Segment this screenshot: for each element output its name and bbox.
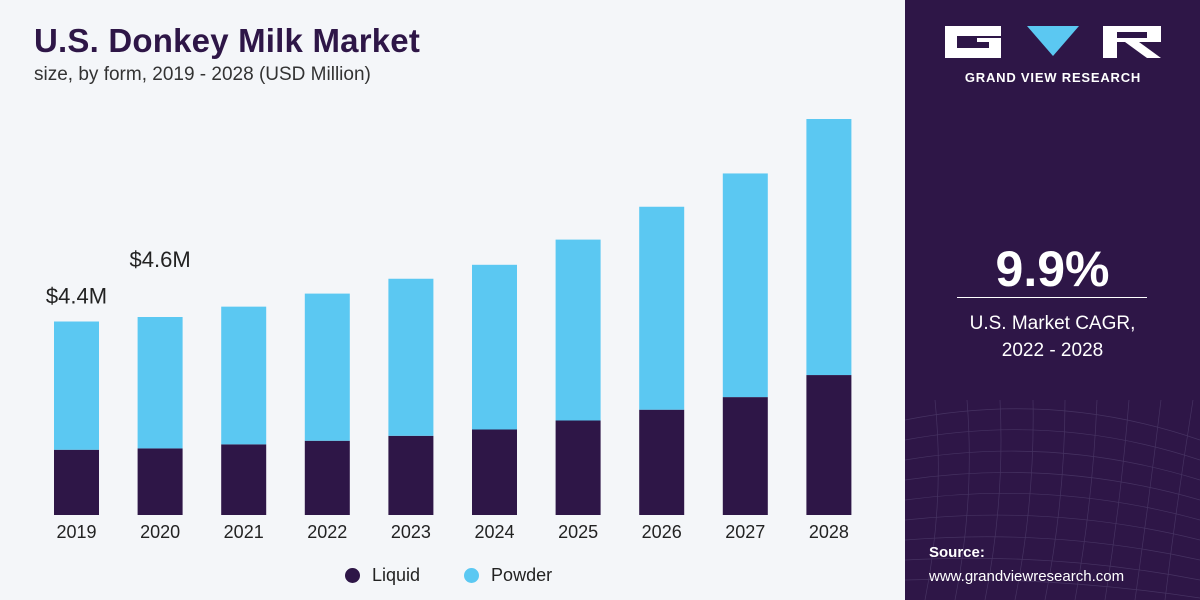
cagr-label-line1: U.S. Market CAGR, [969,313,1136,334]
cagr-value: 9.9% [995,241,1110,297]
x-tick-label-2027: 2027 [725,522,765,542]
x-tick-label-2026: 2026 [642,522,682,542]
chart-panel: U.S. Donkey Milk Market size, by form, 2… [0,0,905,600]
bar-liquid-2025 [555,420,601,515]
bar-liquid-2021 [221,444,267,515]
bar-powder-2020 [137,317,183,449]
x-tick-label-2028: 2028 [809,522,849,542]
legend-item-liquid: Liquid [345,565,420,586]
bar-powder-2023 [388,278,434,436]
bar-powder-2025 [555,239,601,421]
bar-liquid-2028 [806,375,852,515]
bar-liquid-2024 [472,429,517,515]
legend-label-powder: Powder [491,565,553,585]
logo-mark-icon [945,26,1161,58]
x-tick-label-2022: 2022 [307,522,347,542]
legend-label-liquid: Liquid [372,565,421,585]
bar-powder-2026 [639,206,685,410]
decorative-grid-background [905,399,1200,600]
legend-item-powder: Powder [464,565,552,586]
chart-legend: Liquid Powder [345,565,596,586]
cagr-label-line2: 2022 - 2028 [1001,340,1104,361]
bar-liquid-2022 [304,440,350,515]
bar-powder-2021 [221,306,267,445]
logo-text: GRAND VIEW RESEARCH [964,70,1142,85]
data-label-2019: $4.4M [46,284,107,309]
stacked-bar-chart: 2019 2020 2021 2022 2023 2024 2025 2026 2027 2028… [46,119,852,542]
bar-powder-2027 [722,173,768,398]
x-tick-label-2019: 2019 [56,522,96,542]
bar-liquid-2027 [722,397,768,515]
cagr-label: U.S. Market CAGR, 2022 - 2028 [905,310,1200,364]
bar-liquid-2023 [388,435,434,515]
bar-powder-2024 [472,264,517,430]
x-tick-label-2023: 2023 [391,522,431,542]
legend-swatch-liquid [345,568,360,583]
bar-liquid-2026 [639,409,685,515]
sidebar-panel: GRAND VIEW RESEARCH 9.9% U.S. Market CAG… [905,0,1200,600]
bar-liquid-2019 [54,449,99,515]
bar-liquid-2020 [137,448,183,515]
source-title: Source: [929,544,985,561]
x-tick-label-2021: 2021 [224,522,264,542]
bar-powder-2028 [806,119,852,376]
cagr-divider [957,297,1147,298]
bar-powder-2022 [304,293,350,441]
x-tick-label-2020: 2020 [140,522,180,542]
logo: GRAND VIEW RESEARCH [943,22,1163,85]
source-link[interactable]: www.grandviewresearch.com [929,568,1125,585]
legend-swatch-powder [464,568,480,583]
bar-powder-2019 [54,321,99,450]
chart-subtitle: size, by form, 2019 - 2028 (USD Million) [34,64,371,85]
x-tick-label-2025: 2025 [558,522,598,542]
chart-title: U.S. Donkey Milk Market [34,22,421,59]
x-tick-label-2024: 2024 [474,522,514,542]
data-label-2020: $4.6M [130,247,191,272]
